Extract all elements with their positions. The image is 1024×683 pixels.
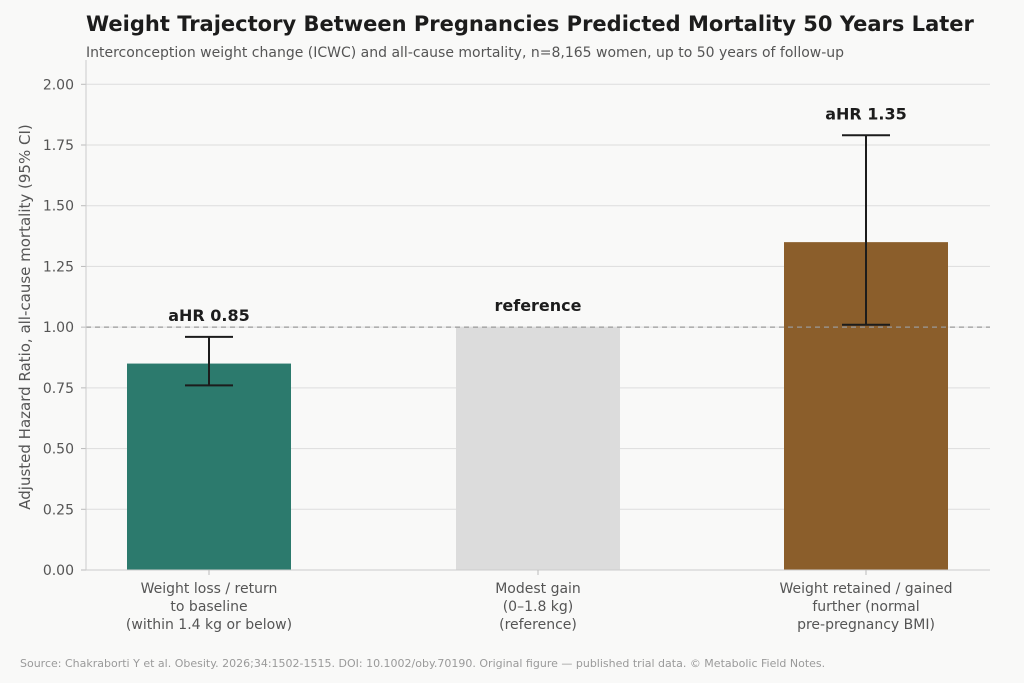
labels-layer: aHR 0.85 reference aHR 1.35 bbox=[168, 104, 907, 325]
x-tick-label-line: further (normal bbox=[812, 599, 919, 615]
x-tick-label-line: Weight retained / gained bbox=[780, 581, 953, 597]
error-bars-layer bbox=[185, 134, 890, 387]
data-label: reference bbox=[494, 296, 581, 315]
y-tick-label: 0.00 bbox=[43, 563, 74, 579]
axes-layer: 0.00 0.25 0.50 0.75 1.00 1.25 1.50 1.75 2.00 Adju… bbox=[16, 60, 990, 633]
bars-layer bbox=[127, 242, 948, 570]
y-tick-label: 0.50 bbox=[43, 442, 74, 458]
y-tick-label: 1.25 bbox=[43, 259, 74, 275]
chart-subtitle: Interconception weight change (ICWC) and… bbox=[86, 45, 845, 61]
y-tick-label: 1.00 bbox=[43, 320, 74, 336]
y-tick-label: 1.75 bbox=[43, 138, 74, 154]
data-label: aHR 1.35 bbox=[825, 104, 907, 123]
chart-title: Weight Trajectory Between Pregnancies Pr… bbox=[86, 12, 974, 36]
x-tick-label-line: (within 1.4 kg or below) bbox=[126, 617, 292, 633]
x-tick-label-line: to baseline bbox=[170, 599, 247, 615]
x-tick-label: Modest gain (0–1.8 kg) (reference) bbox=[495, 581, 581, 633]
x-tick-label: Weight retained / gained further (normal p… bbox=[780, 581, 953, 633]
bar bbox=[456, 327, 620, 570]
y-axis-label: Adjusted Hazard Ratio, all-cause mortali… bbox=[16, 124, 34, 509]
data-label: aHR 0.85 bbox=[168, 306, 250, 325]
y-tick-label: 1.50 bbox=[43, 199, 74, 215]
source-note: Source: Chakraborti Y et al. Obesity. 20… bbox=[20, 657, 826, 670]
x-tick-label-line: Modest gain bbox=[495, 581, 581, 597]
x-tick-label-line: (reference) bbox=[499, 617, 577, 633]
x-tick-label-line: pre-pregnancy BMI) bbox=[797, 617, 935, 633]
x-tick-label: Weight loss / return to baseline (within 1… bbox=[126, 581, 292, 633]
bar bbox=[127, 363, 291, 570]
x-tick-label-line: (0–1.8 kg) bbox=[503, 599, 574, 615]
y-tick-label: 0.75 bbox=[43, 381, 74, 397]
y-tick-label: 0.25 bbox=[43, 502, 74, 518]
y-tick-label: 2.00 bbox=[43, 77, 74, 93]
x-tick-label-line: Weight loss / return bbox=[141, 581, 278, 597]
